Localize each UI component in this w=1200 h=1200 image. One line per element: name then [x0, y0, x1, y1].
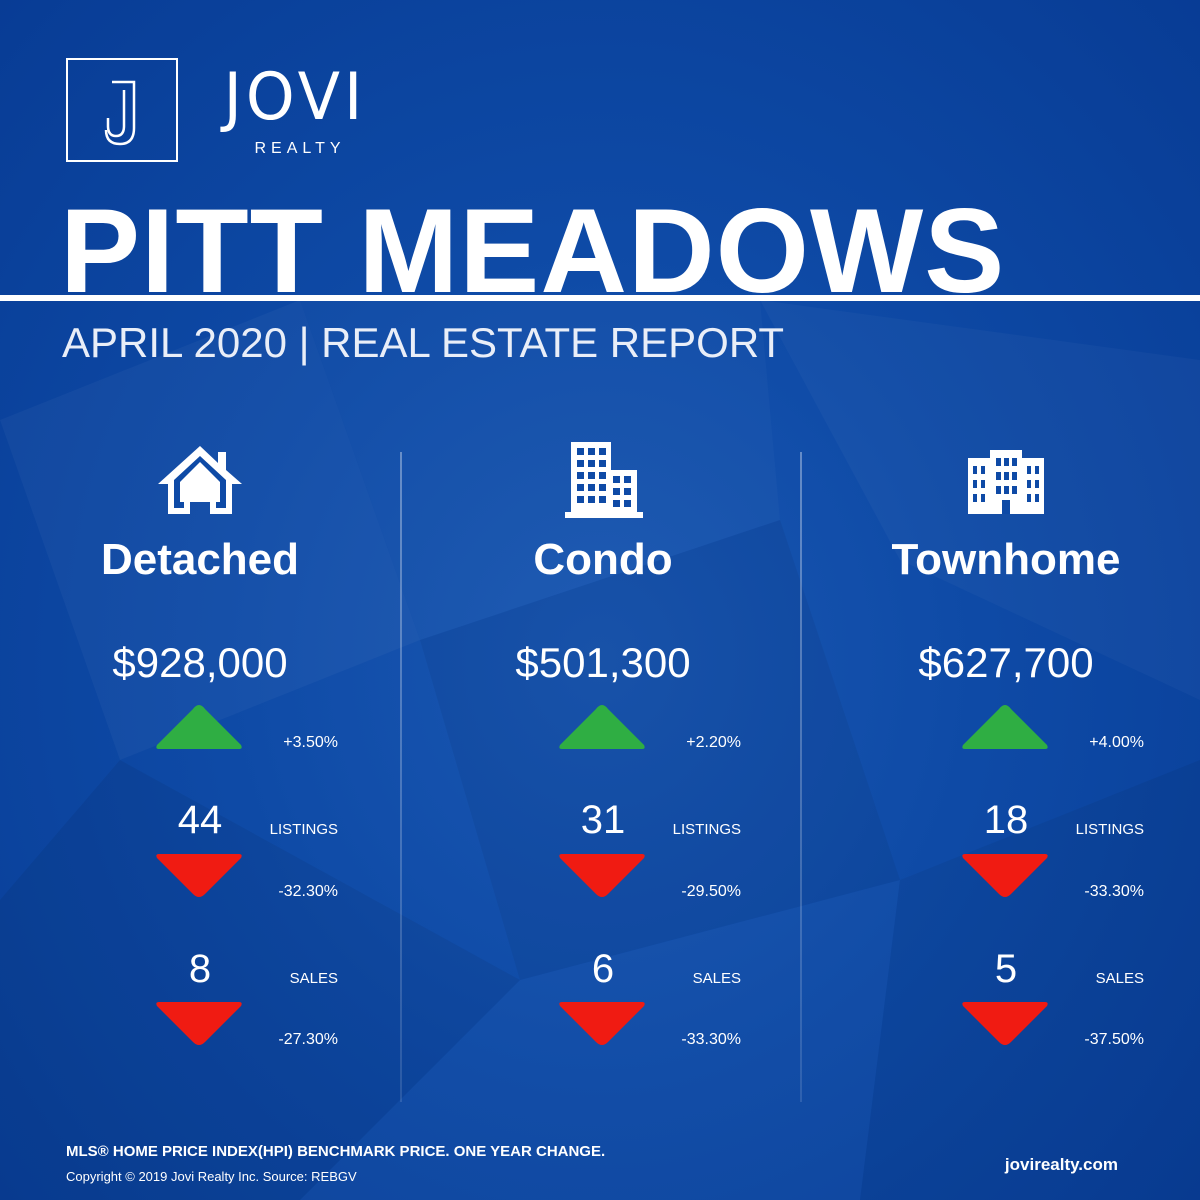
down-arrow-icon — [962, 1002, 1048, 1045]
down-arrow-icon — [559, 1002, 645, 1045]
column-detached: Detached $928,000 +3.50% 44 LISTINGS -32… — [0, 0, 400, 1200]
house-icon — [158, 446, 242, 514]
column-condo: Condo $501,300 +2.20% 31 LISTINGS -29.50… — [403, 0, 803, 1200]
listings-count: 31 — [580, 798, 626, 842]
townhome-building-icon — [968, 450, 1044, 514]
sales-change: -37.50% — [1084, 1031, 1144, 1048]
footer-copyright: Copyright © 2019 Jovi Realty Inc. Source… — [66, 1169, 357, 1184]
property-type-title: Condo — [533, 535, 673, 584]
listings-count: 18 — [983, 798, 1029, 842]
listings-change: -32.30% — [278, 883, 338, 900]
sales-label: SALES — [692, 970, 741, 987]
benchmark-price: $627,700 — [918, 639, 1094, 686]
down-arrow-icon — [156, 1002, 242, 1045]
title-underline — [0, 295, 1200, 301]
benchmark-price: $928,000 — [112, 639, 288, 686]
sales-change: -33.30% — [681, 1031, 741, 1048]
listings-label: LISTINGS — [1075, 821, 1144, 838]
property-type-title: Townhome — [891, 535, 1121, 584]
website-link[interactable]: jovirealty.com — [1004, 1155, 1118, 1174]
down-arrow-icon — [156, 854, 242, 897]
sales-count: 8 — [188, 947, 212, 991]
column-townhome: Townhome $627,700 +4.00% 18 LISTINGS -33… — [806, 0, 1200, 1200]
column-divider — [400, 452, 402, 1102]
down-arrow-icon — [962, 854, 1048, 897]
brand-subtitle: REALTY — [254, 140, 346, 157]
price-change: +2.20% — [686, 734, 741, 751]
listings-change: -33.30% — [1084, 883, 1144, 900]
listings-count: 44 — [177, 798, 223, 842]
sales-change: -27.30% — [278, 1031, 338, 1048]
benchmark-price: $501,300 — [515, 639, 691, 686]
up-arrow-icon — [962, 705, 1048, 749]
sales-label: SALES — [1095, 970, 1144, 987]
sales-count: 5 — [994, 947, 1018, 991]
logo-j-icon — [104, 80, 136, 146]
logo-mark — [66, 58, 178, 162]
up-arrow-icon — [559, 705, 645, 749]
listings-change: -29.50% — [681, 883, 741, 900]
listings-label: LISTINGS — [672, 821, 741, 838]
sales-label: SALES — [289, 970, 338, 987]
property-type-title: Detached — [100, 535, 300, 584]
condo-building-icon — [565, 442, 643, 518]
sales-count: 6 — [591, 947, 615, 991]
price-change: +4.00% — [1089, 734, 1144, 751]
footer-note: MLS® HOME PRICE INDEX(HPI) BENCHMARK PRI… — [66, 1143, 606, 1160]
listings-label: LISTINGS — [269, 821, 338, 838]
price-change: +3.50% — [283, 734, 338, 751]
report-subtitle: APRIL 2020 | REAL ESTATE REPORT — [62, 319, 785, 366]
brand-name: JOVI — [223, 58, 367, 135]
column-divider — [800, 452, 802, 1102]
page-title: PITT MEADOWS — [60, 184, 1006, 318]
up-arrow-icon — [156, 705, 242, 749]
down-arrow-icon — [559, 854, 645, 897]
